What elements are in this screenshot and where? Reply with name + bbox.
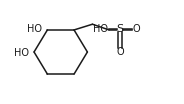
Text: O: O (133, 24, 141, 34)
Text: HO: HO (27, 24, 42, 34)
Text: HO: HO (93, 24, 108, 34)
Text: O: O (116, 47, 124, 57)
Text: HO: HO (14, 48, 29, 58)
Text: S: S (116, 24, 124, 34)
